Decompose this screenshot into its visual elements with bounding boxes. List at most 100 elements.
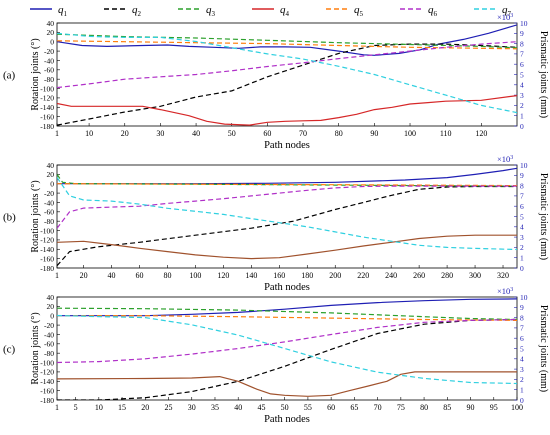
y-axis-label: Rotation joints (°) <box>30 312 41 384</box>
series-line-q7 <box>57 177 517 251</box>
x-tick-label: 110 <box>440 129 452 138</box>
y-tick-label: -20 <box>44 47 54 56</box>
y2-tick-label: 2 <box>520 375 524 384</box>
x-tick-label: 75 <box>397 403 405 412</box>
y-tick-label: -100 <box>40 358 54 367</box>
y2-tick-label: 8 <box>520 39 524 48</box>
y-tick-label: 40 <box>47 293 55 302</box>
y2-tick-label: 0 <box>520 264 524 273</box>
panel-label: (a) <box>3 70 16 82</box>
x-tick-label: 10 <box>95 403 103 412</box>
series-line-q4 <box>57 371 517 397</box>
y2-tick-label: 10 <box>520 161 528 170</box>
y2-tick-label: 4 <box>520 81 524 90</box>
y-tick-label: -160 <box>40 112 54 121</box>
y-tick-label: -80 <box>44 349 54 358</box>
series-line-q2 <box>57 43 517 126</box>
y2-axis-label: Prismatic joints (mm) <box>538 173 549 260</box>
y-tick-label: -40 <box>44 198 54 207</box>
x-tick-label: 85 <box>443 403 451 412</box>
y-tick-label: -120 <box>40 236 54 245</box>
x-tick-label: 15 <box>118 403 126 412</box>
y2-tick-label: 0 <box>520 396 524 405</box>
series-line-q4 <box>57 234 517 260</box>
y-tick-label: -140 <box>40 103 54 112</box>
x-tick-label: 40 <box>234 403 242 412</box>
legend-label-q7: q7 <box>502 4 512 18</box>
y-tick-label: -20 <box>44 321 54 330</box>
y2-tick-label: 5 <box>520 344 524 353</box>
series-line-q1 <box>57 298 517 317</box>
series-group <box>57 24 517 126</box>
series-line-q2 <box>57 185 517 267</box>
x-axis-label: Path nodes <box>264 414 310 425</box>
y2-tick-label: 8 <box>520 181 524 190</box>
x-axis-label: Path nodes <box>264 282 310 293</box>
x-tick-label: 1 <box>55 129 59 138</box>
y-axis-label: Rotation joints (°) <box>30 38 41 110</box>
y-tick-label: 20 <box>47 170 55 179</box>
x-tick-label: 280 <box>441 271 453 280</box>
y-tick-label: -160 <box>40 254 54 263</box>
x-tick-label: 20 <box>80 271 88 280</box>
x-tick-label: 90 <box>467 403 475 412</box>
y-tick-label: 0 <box>50 312 54 321</box>
y2-tick-label: 10 <box>520 19 528 28</box>
legend-label-q3: q3 <box>206 4 216 18</box>
series-line-q5 <box>57 183 517 187</box>
series-line-q2 <box>57 318 517 400</box>
y2-tick-label: 2 <box>520 101 524 110</box>
x-tick-label: 60 <box>263 129 271 138</box>
y-tick-label: 20 <box>47 28 55 37</box>
y2-tick-label: 4 <box>520 223 524 232</box>
legend-label-q5: q5 <box>354 4 364 18</box>
x-tick-label: 80 <box>335 129 343 138</box>
y2-tick-label: 9 <box>520 29 524 38</box>
y-tick-label: 20 <box>47 302 55 311</box>
x-tick-label: 120 <box>217 271 229 280</box>
x-tick-label: 30 <box>188 403 196 412</box>
y-tick-label: 0 <box>50 180 54 189</box>
panel-label: (c) <box>3 344 16 356</box>
x-tick-label: 100 <box>511 403 523 412</box>
x-tick-label: 60 <box>135 271 143 280</box>
legend-label-q4: q4 <box>280 4 290 18</box>
x-tick-label: 5 <box>74 403 78 412</box>
x-tick-label: 20 <box>141 403 149 412</box>
y2-tick-label: 1 <box>520 386 524 395</box>
y-tick-label: -120 <box>40 94 54 103</box>
x-tick-label: 60 <box>327 403 335 412</box>
series-line-q3 <box>57 174 517 187</box>
y2-tick-label: 6 <box>520 60 524 69</box>
y-tick-label: -60 <box>44 340 54 349</box>
series-line-q1 <box>57 24 517 56</box>
y-tick-label: 40 <box>47 161 55 170</box>
legend-label-q2: q2 <box>132 4 142 18</box>
x-tick-label: 140 <box>245 271 257 280</box>
x-tick-label: 25 <box>165 403 173 412</box>
y-tick-label: -120 <box>40 368 54 377</box>
y2-multiplier: ×103 <box>497 12 513 22</box>
x-tick-label: 55 <box>304 403 312 412</box>
x-tick-label: 300 <box>469 271 481 280</box>
series-line-q3 <box>57 33 517 49</box>
y-axis-label: Rotation joints (°) <box>30 180 41 252</box>
y-tick-label: -40 <box>44 56 54 65</box>
y2-tick-label: 6 <box>520 334 524 343</box>
x-tick-label: 120 <box>475 129 487 138</box>
y2-tick-label: 3 <box>520 233 524 242</box>
x-tick-label: 1 <box>55 403 59 412</box>
y2-axis-label: Prismatic joints (mm) <box>538 305 549 392</box>
y2-tick-label: 1 <box>520 254 524 263</box>
y-tick-label: -180 <box>40 122 54 131</box>
y-tick-label: -140 <box>40 245 54 254</box>
x-tick-label: 100 <box>189 271 201 280</box>
series-line-q6 <box>57 41 517 89</box>
y2-tick-label: 4 <box>520 355 524 364</box>
y-tick-label: -160 <box>40 386 54 395</box>
series-line-q4 <box>57 95 517 126</box>
x-tick-label: 30 <box>156 129 164 138</box>
